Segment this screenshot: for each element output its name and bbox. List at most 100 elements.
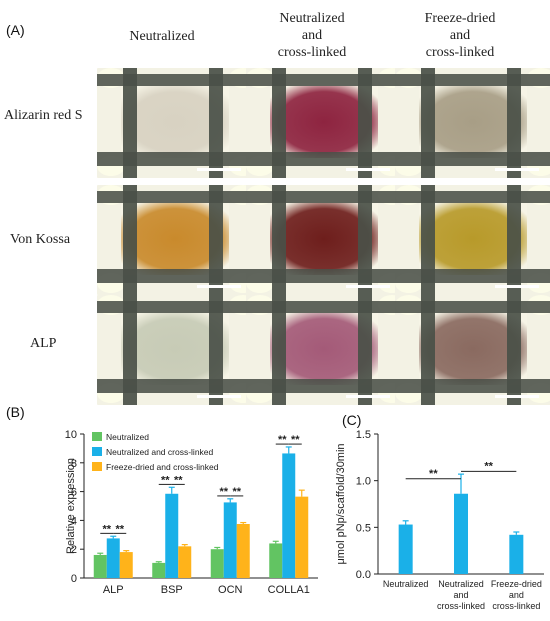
row-header-von-kossa: Von Kossa — [10, 232, 71, 247]
y-tick-label: 1.0 — [356, 476, 371, 488]
column-header-line: Neutralized — [129, 29, 195, 44]
scaffold-fiber — [97, 379, 257, 393]
micrograph-image — [246, 295, 406, 405]
scaffold-fiber — [123, 295, 137, 405]
scaffold-fiber — [209, 295, 223, 405]
y-tick-label: 0.5 — [356, 522, 371, 534]
scale-bar — [197, 168, 241, 171]
significance-marker: ** — [174, 474, 183, 486]
x-tick-label: Freeze-dried — [491, 579, 542, 589]
x-tick-label: COLLA1 — [268, 584, 310, 596]
micrograph-vonkossa-neutralized — [97, 185, 257, 295]
bar — [210, 549, 224, 578]
x-tick-label: and — [453, 590, 468, 600]
scaffold-fiber — [395, 191, 550, 203]
scaffold-fiber — [507, 185, 521, 295]
x-tick-label: OCN — [218, 584, 243, 596]
bar — [398, 524, 413, 574]
y-tick-label: 10 — [65, 429, 77, 441]
legend-swatch — [92, 447, 102, 456]
scaffold-fiber — [358, 68, 372, 178]
x-tick-label: Neutralized — [383, 579, 429, 589]
scaffold-fiber — [421, 295, 435, 405]
column-header-line: and — [449, 28, 471, 43]
scaffold-fiber — [97, 74, 257, 86]
column-header-neutralized: Neutralized — [100, 28, 224, 45]
scaffold-fiber — [395, 269, 550, 283]
scale-bar — [495, 285, 539, 288]
column-header-line: cross-linked — [425, 45, 495, 60]
x-tick-label: cross-linked — [437, 601, 485, 611]
y-tick-label: 1.5 — [356, 429, 371, 441]
micrograph-image — [395, 185, 550, 295]
legend-swatch — [92, 432, 102, 441]
scaffold-fiber — [395, 74, 550, 86]
legend-swatch — [92, 462, 102, 471]
significance-marker: ** — [429, 468, 438, 480]
bar — [223, 502, 237, 578]
micrograph-image — [246, 68, 406, 178]
micrograph-alp-neutralized — [97, 295, 257, 405]
significance-marker: ** — [219, 486, 228, 498]
bar — [454, 493, 468, 574]
column-header-line: and — [301, 28, 323, 43]
scaffold-fiber — [97, 152, 257, 166]
significance-marker: ** — [102, 523, 111, 535]
bar — [282, 453, 296, 578]
row-header-alizarin-red: Alizarin red S — [4, 108, 83, 123]
y-tick-label: 2 — [71, 544, 77, 556]
scaffold-fiber — [272, 295, 286, 405]
bar — [106, 538, 120, 578]
micrograph-vonkossa-freeze-dried — [395, 185, 550, 295]
y-tick-label: 6 — [71, 487, 77, 499]
micrograph-alizarin-neutralized-cross-linked — [246, 68, 406, 178]
column-header-line: cross-linked — [277, 45, 347, 60]
alp-activity-svg: 0.0 0.5 1.0 1.5 μmol pNp/scaffold/30min Neutr… — [335, 429, 544, 611]
column-header-neutralized-cross-linked: Neutralized and cross-linked — [248, 10, 376, 61]
legend-label: Freeze-dried and cross-linked — [106, 462, 219, 472]
scaffold-fiber — [395, 301, 550, 313]
column-header-freeze-dried-cross-linked: Freeze-dried and cross-linked — [396, 10, 524, 61]
y-axis-label: Relative expression — [65, 458, 77, 554]
micrograph-vonkossa-neutralized-cross-linked — [246, 185, 406, 295]
bar — [119, 552, 133, 578]
x-tick-label: BSP — [161, 584, 183, 596]
micrograph-image — [395, 68, 550, 178]
x-tick-label: and — [509, 590, 524, 600]
scaffold-fiber — [246, 269, 406, 283]
scale-bar — [346, 168, 390, 171]
scaffold-fiber — [507, 68, 521, 178]
alp-activity-chart: 0.0 0.5 1.0 1.5 μmol pNp/scaffold/30min Neutr… — [330, 420, 550, 620]
significance-marker: ** — [161, 474, 170, 486]
scaffold-fiber — [123, 68, 137, 178]
scaffold-fiber — [209, 68, 223, 178]
scaffold-fiber — [507, 295, 521, 405]
bar — [178, 546, 192, 578]
row-header-alp: ALP — [30, 336, 57, 351]
scaffold-fiber — [272, 68, 286, 178]
y-tick-label: 0 — [71, 573, 77, 585]
x-tick-label: Neutralized — [438, 579, 484, 589]
significance-marker: ** — [291, 434, 300, 446]
column-header-line: Neutralized — [279, 11, 345, 26]
scale-bar — [495, 395, 539, 398]
micrograph-alp-neutralized-cross-linked — [246, 295, 406, 405]
panel-a-label: (A) — [6, 22, 25, 38]
scale-bar — [495, 168, 539, 171]
y-tick-label: 0.0 — [356, 569, 371, 581]
bar — [93, 554, 107, 578]
micrograph-alp-freeze-dried — [395, 295, 550, 405]
scaffold-fiber — [209, 185, 223, 295]
legend-label: Neutralized and cross-linked — [106, 447, 214, 457]
bar — [509, 534, 524, 574]
y-axis-label: μmol pNp/scaffold/30min — [335, 443, 347, 564]
scaffold-fiber — [395, 379, 550, 393]
bar — [152, 562, 166, 578]
gene-expression-svg: 0 2 4 6 8 10 Relative expression ALP BSP OCN COLLA… — [65, 429, 318, 596]
significance-marker: ** — [115, 523, 124, 535]
scale-bar — [346, 285, 390, 288]
bar — [236, 524, 250, 578]
scaffold-fiber — [97, 301, 257, 313]
panel-c-label: (C) — [342, 412, 362, 428]
column-header-line: Freeze-dried — [424, 11, 496, 26]
